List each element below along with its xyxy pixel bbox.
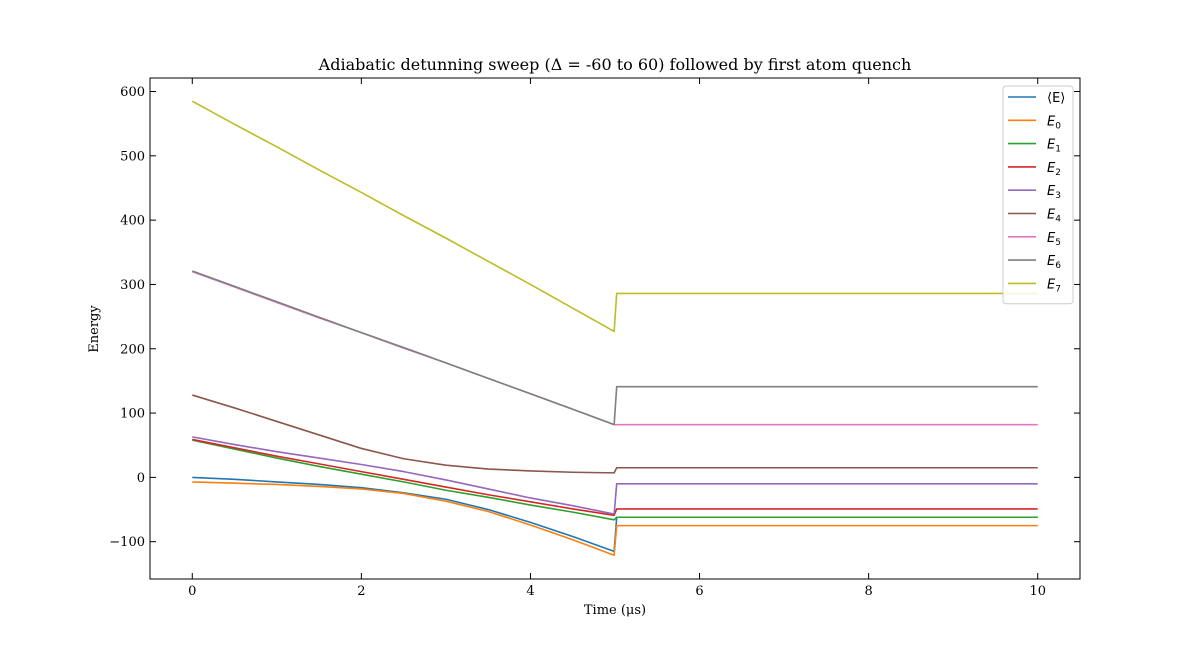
y-tick-label: 100 (120, 407, 145, 422)
x-tick-label: 2 (357, 584, 365, 599)
series-line-2 (192, 439, 1038, 521)
series-line-4 (192, 436, 1038, 515)
legend: ⟨E⟩ E0 E1 E2 E3 E4 E5 E6 E7 (1002, 85, 1074, 305)
y-tick-label: 500 (120, 149, 145, 164)
legend-label-2: E1 (1047, 138, 1061, 155)
x-tick-label: 6 (695, 584, 703, 599)
y-tick-label: 600 (120, 85, 145, 100)
y-tick-label: −100 (109, 535, 145, 550)
series-line-5 (192, 394, 1038, 474)
series-line-8 (191, 100, 1038, 333)
y-tick-label: 300 (120, 278, 145, 293)
x-axis-label: Time (μs) (584, 603, 646, 618)
chart-title: Adiabatic detunning sweep (Δ = -60 to 60… (318, 55, 912, 74)
x-tick-label: 10 (1029, 584, 1046, 599)
legend-label-0: ⟨E⟩ (1047, 91, 1065, 106)
y-tick-label: 0 (137, 471, 145, 486)
plot-frame (149, 77, 1081, 580)
x-tick-label: 0 (188, 584, 196, 599)
legend-label-6: E5 (1047, 231, 1061, 248)
legend-label-3: E2 (1047, 161, 1061, 178)
series-line-1 (192, 481, 1038, 557)
legend-label-5: E4 (1047, 208, 1061, 225)
y-axis-label: Energy (87, 305, 102, 353)
axis-ticks: 0 2 4 6 8 10 −100 0 100 200 300 400 500 600 (109, 78, 1080, 599)
x-tick-label: 8 (864, 584, 872, 599)
legend-label-1: E0 (1047, 114, 1061, 131)
y-tick-label: 400 (120, 214, 145, 229)
legend-label-7: E6 (1047, 254, 1061, 271)
legend-box (1002, 85, 1074, 305)
series-line-7 (191, 270, 1038, 426)
x-tick-label: 4 (526, 584, 534, 599)
y-tick-label: 200 (120, 342, 145, 357)
legend-label-8: E7 (1047, 277, 1061, 294)
plot-lines (191, 100, 1038, 557)
series-line-3 (192, 438, 1038, 517)
legend-label-4: E3 (1047, 184, 1061, 201)
